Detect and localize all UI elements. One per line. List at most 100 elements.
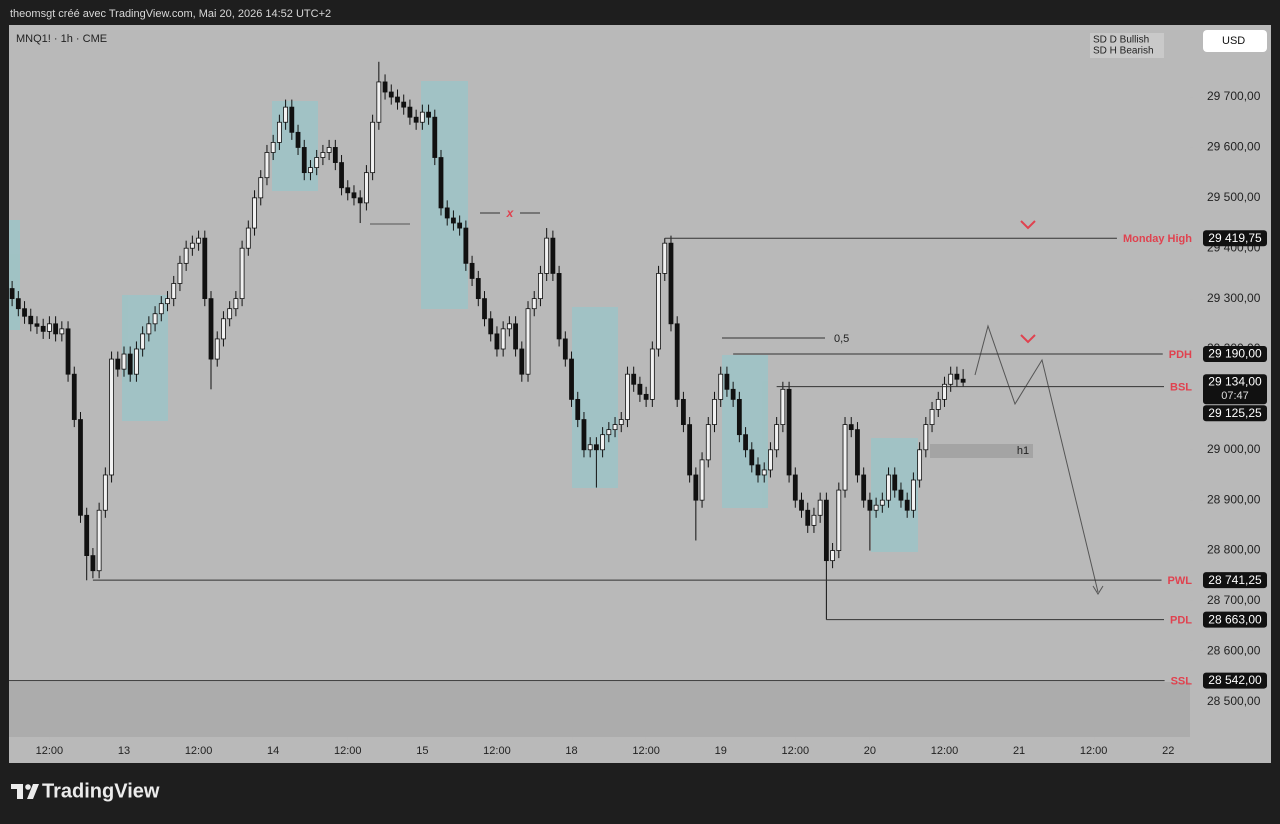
candle-body [158, 303, 164, 315]
candle-body [687, 424, 693, 476]
candle-body [929, 409, 935, 425]
currency[interactable]: USD [1222, 35, 1245, 47]
candle-body [84, 514, 90, 556]
candle-body [189, 242, 195, 249]
legend-entry: SD H Bearish [1093, 46, 1154, 57]
candle-body [904, 499, 910, 511]
candle-body [463, 227, 469, 264]
candle-body [587, 444, 593, 451]
candle-body [357, 197, 363, 204]
candle-body [705, 424, 711, 461]
candle-body [631, 373, 637, 385]
candle-body [618, 419, 624, 425]
candle-body [214, 338, 220, 360]
candle-body [674, 323, 680, 400]
footer-logo: TradingView [42, 780, 160, 802]
fib-label: 0,5 [834, 333, 849, 345]
symbol: MNQ1! · 1h · CME [16, 33, 107, 45]
candle-body [799, 499, 804, 511]
currency-button[interactable] [1203, 30, 1267, 52]
candle-body [270, 142, 276, 153]
candle-body [612, 424, 618, 431]
level-tag [1203, 346, 1267, 363]
candle-body [830, 550, 835, 562]
y-tick-label: 29 600,00 [1207, 140, 1261, 154]
x-tick-label: 19 [715, 745, 727, 757]
candle-body [668, 242, 674, 325]
candle-body [513, 323, 518, 350]
candle-body [308, 167, 313, 174]
level-tag [1203, 611, 1267, 628]
candle-body [40, 325, 46, 332]
candle-body [183, 247, 189, 264]
candle-body [569, 358, 574, 400]
level-label: SSL [1171, 675, 1193, 687]
candle-body [78, 419, 83, 516]
candle-body [699, 459, 705, 501]
h1-label: h1 [1017, 445, 1029, 457]
candle-body [475, 278, 481, 300]
candle-body [258, 177, 264, 199]
level-tag [1203, 405, 1267, 422]
candle-body [488, 318, 494, 335]
candle-body [786, 388, 792, 476]
candle-body [152, 313, 158, 325]
candle-body [233, 298, 239, 310]
candle-body [774, 424, 780, 451]
level-value: 28 542,00 [1208, 673, 1262, 687]
candle-body [755, 464, 761, 476]
candle-body [109, 358, 114, 476]
x-tick-label: 12:00 [632, 745, 660, 757]
candle-body [693, 474, 699, 501]
x-tick-label: 22 [1162, 745, 1174, 757]
candle-body [444, 207, 450, 219]
ssl-zone [9, 682, 1190, 737]
candle-body [59, 328, 65, 335]
candle-body [942, 383, 947, 400]
candle-body [768, 449, 773, 471]
candle-body [382, 81, 388, 93]
x-tick-label: 12:00 [36, 745, 64, 757]
candle-body [867, 499, 873, 511]
candle-body [432, 116, 438, 158]
candle-body [140, 333, 146, 350]
level-label: PWL [1168, 575, 1193, 587]
candle-body [538, 273, 543, 300]
candle-body [28, 315, 34, 325]
price-tags: 29 134,00 07:47 29 419,75 29 190,00 29 125,2… [1203, 230, 1267, 689]
candle-body [202, 237, 208, 300]
candle-body [196, 237, 201, 244]
candle-body [494, 333, 500, 350]
x-tick-label: 15 [416, 745, 428, 757]
candle-body [426, 111, 431, 118]
level-label: BSL [1170, 382, 1192, 394]
candle-body [724, 373, 730, 390]
candle-body [127, 353, 133, 375]
candle-body [792, 474, 798, 501]
candle-body [531, 298, 537, 310]
candle-body [22, 308, 27, 317]
candle-body [320, 152, 326, 158]
candle-body [681, 398, 686, 425]
candle-body [165, 298, 170, 305]
header: theomsgt créé avec TradingView.com, Mai … [10, 8, 331, 20]
x-tick-label: 21 [1013, 745, 1025, 757]
candle-body [556, 273, 562, 340]
candle-body [743, 434, 748, 451]
candle-body [960, 378, 966, 383]
logo-icon [11, 784, 39, 799]
candle-body [886, 474, 891, 501]
candle-body [811, 514, 817, 526]
candle-body [264, 152, 270, 179]
candle-body [935, 398, 941, 410]
candle-body [407, 106, 413, 118]
level-value: 28 663,00 [1208, 612, 1262, 626]
projection-arrow [1092, 585, 1104, 595]
candle-body [817, 499, 823, 516]
y-tick-label: 28 900,00 [1207, 492, 1261, 506]
countdown: 07:47 [1221, 390, 1249, 402]
chevron [1020, 334, 1036, 344]
x-tick-label: 14 [267, 745, 279, 757]
candle-body [314, 157, 320, 169]
